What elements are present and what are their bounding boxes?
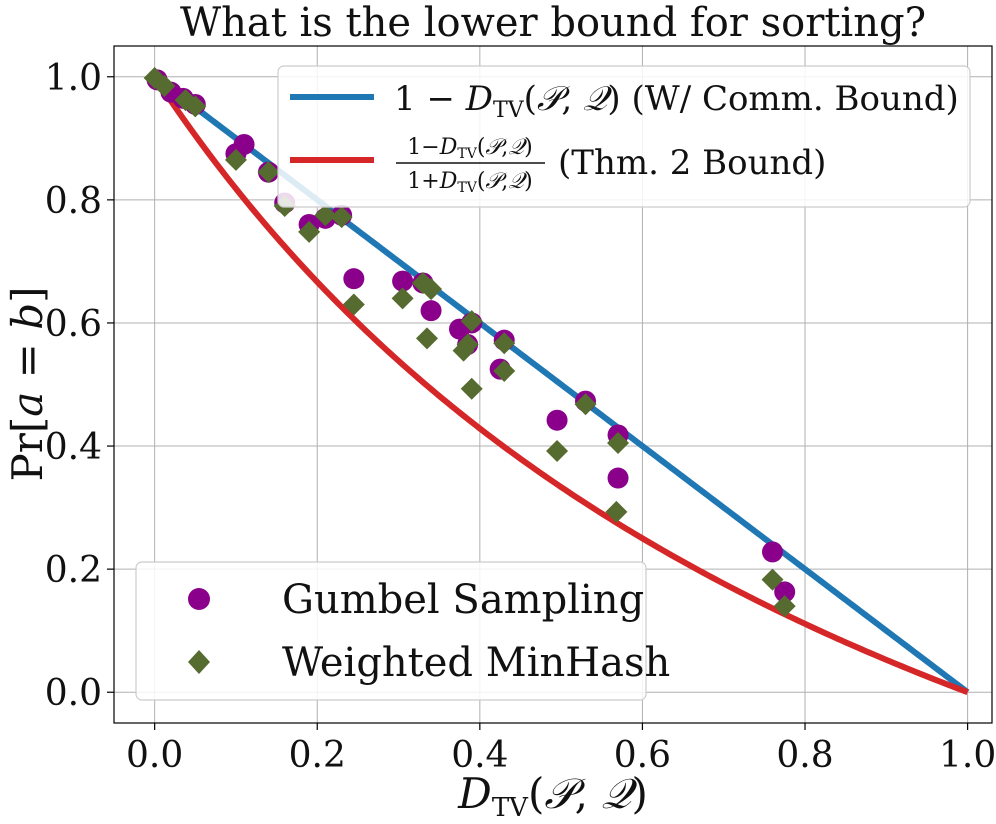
gumbel-point (233, 133, 255, 155)
minhash-point (460, 377, 483, 400)
legend-label-blue: 1 − DTV(𝒫, 𝒬) (W/ Comm. Bound) (394, 79, 959, 123)
y-axis-label: Pr[a = b] (3, 287, 52, 482)
gumbel-point (420, 300, 442, 322)
gumbel-point (774, 581, 796, 603)
y-tick-label: 0.8 (45, 181, 102, 222)
thm2-bound-line (152, 75, 969, 696)
y-tick-label: 0.6 (45, 304, 102, 345)
chart-title: What is the lower bound for sorting? (180, 0, 926, 46)
minhash-point (184, 95, 207, 118)
gumbel-point (607, 467, 629, 489)
gumbel-point (762, 541, 783, 563)
x-tick-label: 0.4 (451, 735, 508, 776)
minhash-point (546, 439, 569, 462)
svg-text:(Thm. 2 Bound): (Thm. 2 Bound) (558, 143, 826, 183)
x-tick-labels: 0.0 0.2 0.4 0.6 0.8 1.0 (126, 735, 996, 776)
minhash-point (342, 293, 365, 316)
y-tick-label: 1.0 (45, 58, 102, 99)
minhash-point (493, 359, 516, 382)
x-tick-label: 0.8 (776, 735, 833, 776)
minhash-point (605, 500, 628, 523)
legend-markers: Gumbel Sampling Weighted MinHash (135, 561, 670, 701)
minhash-point (420, 278, 443, 301)
minhash-point (574, 393, 597, 416)
minhash-point (153, 75, 176, 98)
minhash-point (298, 220, 321, 243)
y-tick-label: 0.2 (45, 550, 102, 591)
legend-marker-minhash (188, 650, 210, 674)
plot-frame (113, 45, 993, 724)
y-tick-label: 0.0 (45, 673, 102, 714)
legend-label-minhash: Weighted MinHash (282, 640, 670, 686)
minhash-point (456, 333, 479, 356)
svg-text:1+DTV(𝒫,𝒬): 1+DTV(𝒫,𝒬) (407, 169, 532, 196)
minhash-point (761, 568, 784, 591)
legend-label-gumbel: Gumbel Sampling (282, 577, 644, 623)
y-tick-label: 0.4 (45, 427, 102, 468)
legend-marker-gumbel (188, 588, 210, 610)
minhash-point (460, 310, 483, 333)
minhash-point (257, 161, 280, 184)
gumbel-point (392, 270, 414, 292)
svg-text:DTV(𝒫, 𝒬): DTV(𝒫, 𝒬) (457, 769, 648, 823)
minhash-point (224, 148, 247, 171)
svg-text:Pr[a = b]: Pr[a = b] (3, 287, 52, 482)
x-axis-label: DTV(𝒫, 𝒬) (457, 769, 648, 823)
minhash-point (493, 332, 516, 355)
minhash-point (391, 287, 414, 310)
minhash-point (415, 327, 438, 350)
minhash-point (314, 204, 337, 227)
gumbel-point (343, 268, 365, 290)
minhash-point (330, 206, 353, 229)
minhash-point (773, 595, 796, 618)
legend-lines: 1 − DTV(𝒫, 𝒬) (W/ Comm. Bound) 1−DTV(𝒫,𝒬… (277, 65, 971, 208)
x-tick-label: 0.6 (614, 735, 671, 776)
x-tick-label: 0.2 (289, 735, 346, 776)
x-tick-label: 0.0 (126, 735, 183, 776)
legend-label-red: 1−DTV(𝒫,𝒬) 1+DTV(𝒫,𝒬) (Thm. 2 Bound) (396, 135, 826, 196)
x-tick-label: 1.0 (939, 735, 996, 776)
data-points (143, 67, 796, 618)
y-tick-labels: 0.0 0.2 0.4 0.6 0.8 1.0 (45, 58, 102, 714)
minhash-point (607, 431, 630, 454)
gumbel-point (546, 409, 568, 431)
